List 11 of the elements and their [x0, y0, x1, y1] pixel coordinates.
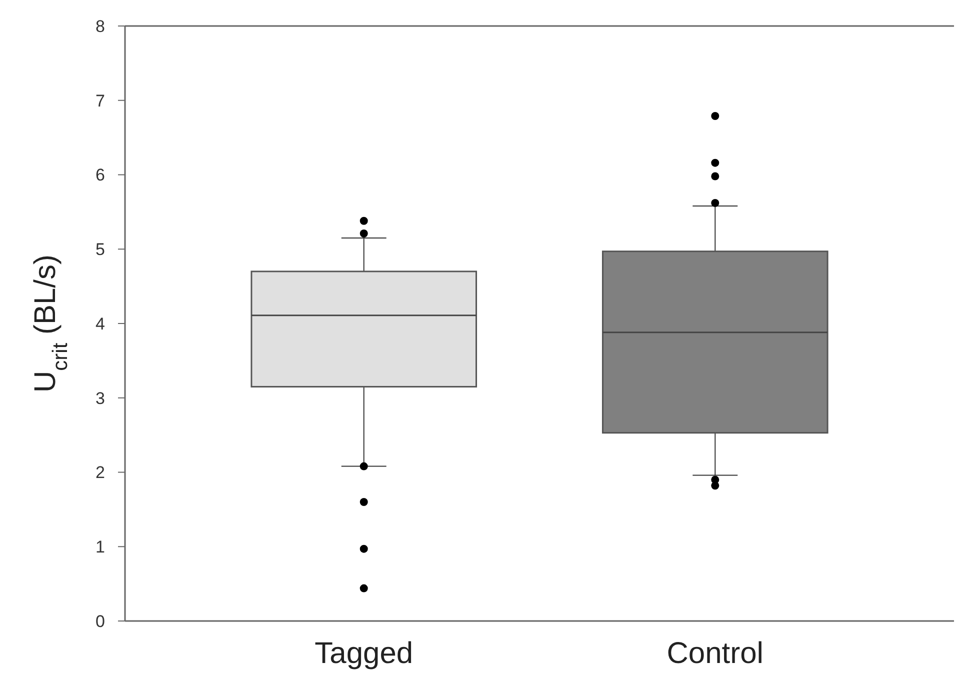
y-tick-label: 3 [96, 388, 105, 408]
y-tick-label: 6 [96, 166, 105, 185]
y-tick-label: 5 [96, 240, 105, 260]
x-tick-label: Tagged [314, 637, 414, 670]
y-tick-label: 8 [96, 16, 105, 36]
y-tick-label: 2 [96, 463, 105, 482]
x-tick-label: Control [666, 637, 764, 670]
y-tick-label: 0 [96, 612, 105, 631]
y-tick-label: 7 [96, 91, 105, 110]
y-tick-label: 1 [96, 538, 105, 557]
y-tick-label: 4 [96, 314, 105, 334]
